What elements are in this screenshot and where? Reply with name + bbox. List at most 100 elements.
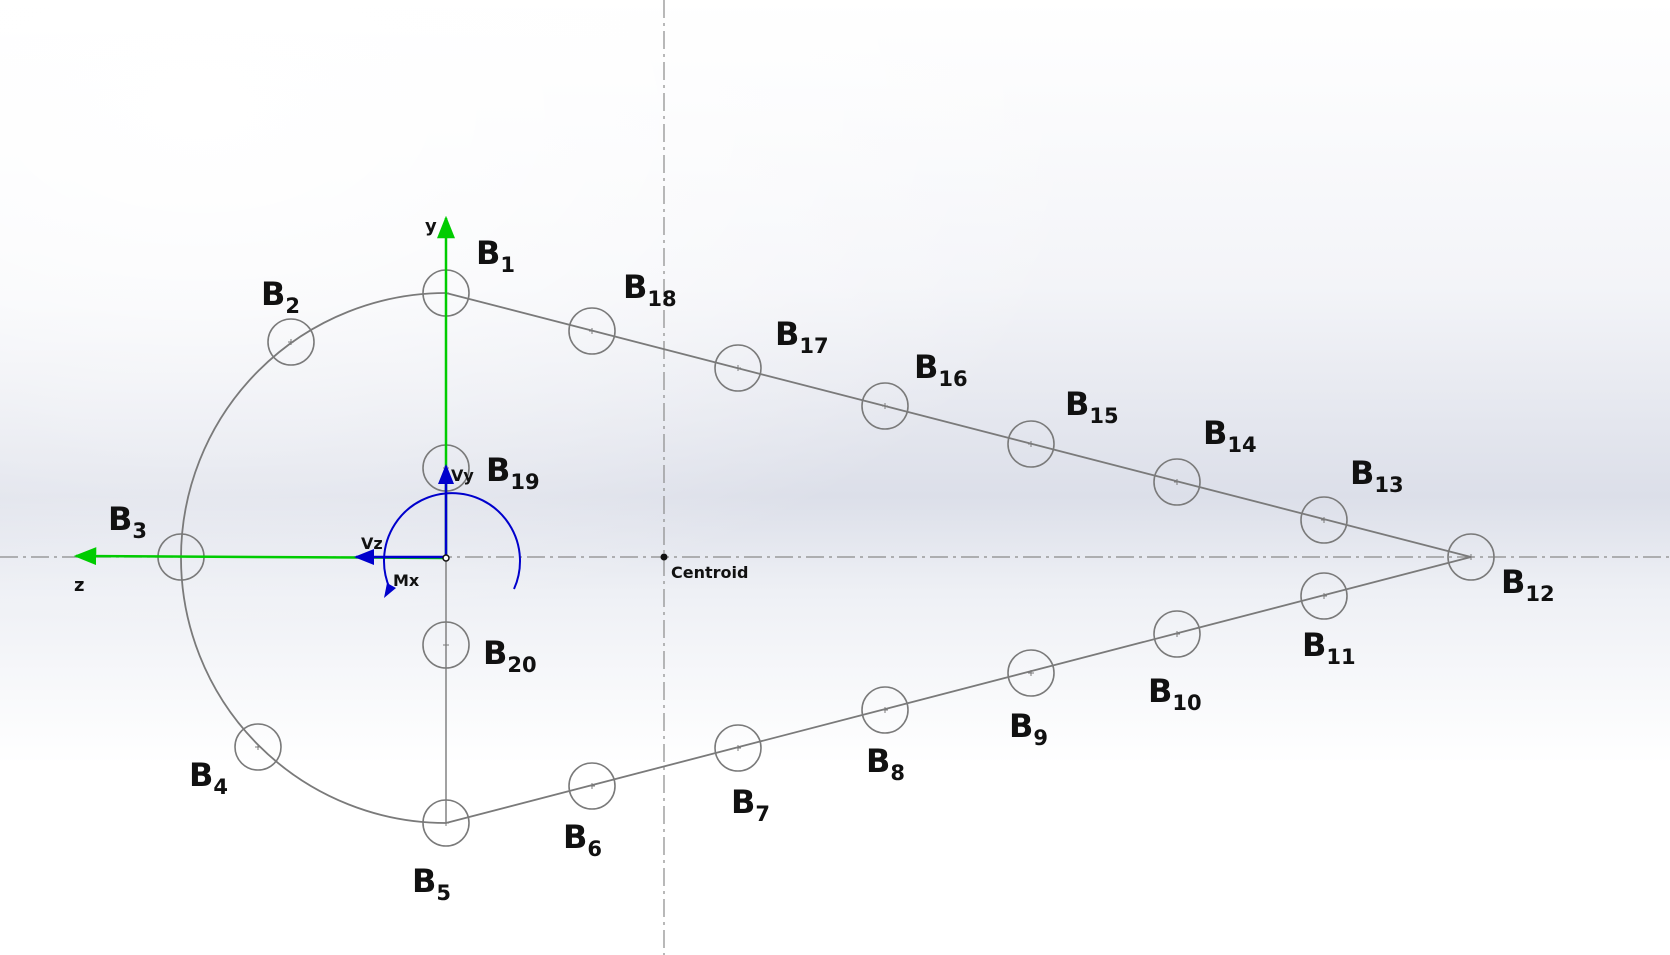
boom-label-main: B [623, 268, 647, 306]
vy-label: Vy [451, 466, 474, 485]
boom-label-subscript: 3 [132, 519, 147, 543]
boom-label-main: B [1009, 707, 1033, 745]
boom-label-main: B [476, 234, 500, 272]
boom-label-main: B [563, 818, 587, 856]
centroid-label: Centroid [671, 563, 748, 582]
boom-label-main: B [108, 500, 132, 538]
boom-label-main: B [1148, 672, 1172, 710]
boom-label: B6 [563, 818, 602, 861]
boom-label: B18 [623, 268, 677, 311]
boom-circle [1007, 649, 1055, 697]
boom-label: B20 [483, 634, 537, 677]
centroid-point [660, 553, 668, 561]
boom-center-mark [1468, 554, 1474, 560]
boom-label: B9 [1009, 707, 1048, 750]
boom-label-main: B [731, 783, 755, 821]
boom-circle [234, 723, 282, 771]
boom-label-main: B [866, 742, 890, 780]
boom-circle [1007, 420, 1055, 468]
boom-center-mark [882, 707, 888, 713]
boom-label-subscript: 8 [890, 761, 905, 785]
boom-circle [1447, 533, 1495, 581]
boom-label-main: B [486, 451, 510, 489]
boom-center-mark [735, 745, 741, 751]
boom-circle [714, 724, 762, 772]
y-axis-label: y [425, 216, 437, 237]
boom-circle [568, 307, 616, 355]
mx-label: Mx [393, 571, 420, 590]
boom-center-mark [443, 820, 449, 826]
boom-label-subscript: 5 [436, 881, 451, 905]
boom-circle [267, 318, 315, 366]
boom-label: B14 [1203, 414, 1257, 457]
boom-label-main: B [1501, 563, 1525, 601]
boom-circle [568, 762, 616, 810]
boom-circle [714, 344, 762, 392]
boom-center-mark [1028, 441, 1034, 447]
boom-label-main: B [1302, 626, 1326, 664]
boom-label-subscript: 2 [285, 294, 300, 318]
boom-label-subscript: 6 [587, 837, 602, 861]
boom-label-subscript: 9 [1033, 726, 1048, 750]
boom-label: B17 [775, 315, 829, 358]
boom-label: B1 [476, 234, 515, 277]
boom-label: B8 [866, 742, 905, 785]
boom-label-subscript: 18 [647, 287, 676, 311]
z-axis-label: z [74, 575, 84, 596]
boom-label: B16 [914, 348, 968, 391]
boom-label: B15 [1065, 385, 1119, 428]
upper-skin [445, 292, 1472, 558]
boom-center-mark [589, 328, 595, 334]
boom-label-subscript: 14 [1227, 433, 1256, 457]
boom-label-main: B [1203, 414, 1227, 452]
boom-center-mark [1321, 593, 1327, 599]
boom-circle [1300, 572, 1348, 620]
boom-circle [861, 382, 909, 430]
mx-moment-arc [383, 492, 521, 590]
boom-circle [1153, 458, 1201, 506]
boom-label-subscript: 13 [1374, 473, 1403, 497]
boom-label: B12 [1501, 563, 1555, 606]
boom-label-subscript: 15 [1089, 404, 1118, 428]
boom-center-mark [1174, 631, 1180, 637]
boom-label-subscript: 1 [500, 253, 515, 277]
boom-label-subscript: 11 [1326, 645, 1355, 669]
boom-center-mark [735, 365, 741, 371]
boom-center-mark [288, 339, 294, 345]
boom-circle [1153, 610, 1201, 658]
boom-label-main: B [1065, 385, 1089, 423]
boom-label-main: B [914, 348, 938, 386]
booms: B1B2B3B4B5B6B7B8B9B10B11B12B13B14B15B16B… [108, 234, 1555, 905]
boom-label: B10 [1148, 672, 1202, 715]
boom-circle [422, 799, 470, 847]
boom-label-subscript: 7 [755, 802, 770, 826]
origin-point [442, 554, 450, 562]
boom-label-subscript: 4 [213, 775, 228, 799]
boom-label: B2 [261, 275, 300, 318]
boom-label-main: B [412, 862, 436, 900]
boom-label: B13 [1350, 454, 1404, 497]
boom-label-subscript: 10 [1172, 691, 1201, 715]
boom-label-main: B [775, 315, 799, 353]
boom-circle [861, 686, 909, 734]
boom-circle [422, 621, 470, 669]
boom-center-mark [1321, 517, 1327, 523]
mx-arrowhead [384, 583, 396, 598]
boom-label-subscript: 17 [799, 334, 828, 358]
boom-label-main: B [1350, 454, 1374, 492]
boom-label: B7 [731, 783, 770, 826]
boom-label: B11 [1302, 626, 1356, 669]
boom-label-subscript: 20 [507, 653, 536, 677]
boom-label-main: B [261, 275, 285, 313]
boom-center-mark [1028, 670, 1034, 676]
boom-label-subscript: 19 [510, 470, 539, 494]
boom-label-subscript: 12 [1525, 582, 1554, 606]
boom-center-mark [589, 783, 595, 789]
lower-skin [445, 556, 1472, 824]
boom-label: B4 [189, 756, 228, 799]
boom-label-subscript: 16 [938, 367, 967, 391]
boom-label: B5 [412, 862, 451, 905]
vz-label: Vz [361, 534, 383, 553]
